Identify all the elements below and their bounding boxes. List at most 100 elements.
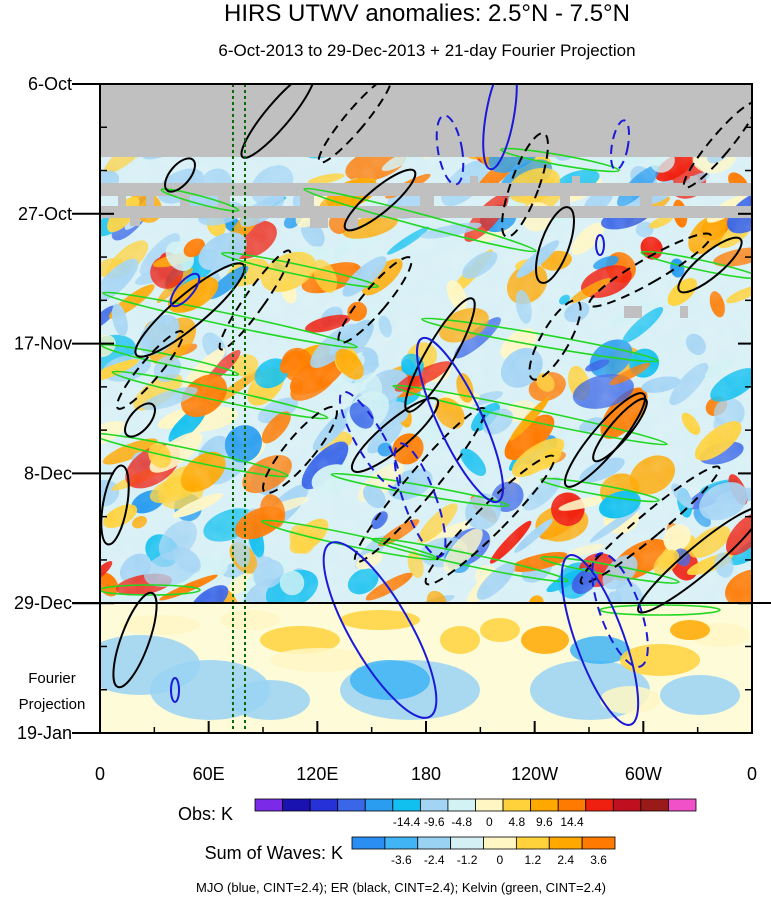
colorbar-swatch [612,798,642,812]
y-tick-label: 17-Nov [14,334,72,354]
x-tick-label: 120W [511,764,558,784]
colorbar-swatch [515,836,550,850]
er-contour [501,132,549,238]
mjo-contour [560,554,640,726]
projection-anomaly-cell [570,636,630,664]
projection-anomaly-cell [340,610,420,630]
er-contour [588,232,712,308]
colorbar-tick-label: 0 [497,853,504,867]
x-axis: 0 60E 120E 180 120W 60W 0 [95,721,757,784]
y-axis: 6-Oct 27-Oct 17-Nov 8-Dec 29-Dec 19-Jan [14,74,752,743]
colorbar-tick-label: -3.6 [391,853,412,867]
colorbar-tick-label: -1.2 [457,853,478,867]
er-contour [343,168,417,232]
kelvin-contour [102,291,358,349]
contour-legend: MJO (blue, CINT=2.4); ER (black, CINT=2.… [196,880,606,895]
projection-anomaly-cell [260,626,340,654]
mjo-contour [169,272,201,308]
er-contour [563,392,647,488]
kelvin-contour [540,556,680,584]
er-contour [240,84,316,159]
colorbar-swatch [640,798,669,812]
mjo-contour [416,336,504,504]
er-contour [124,402,156,438]
colorbar-tick-label: 0 [486,815,493,829]
mjo-contour [322,541,438,719]
er-contour [353,406,487,564]
er-contour [134,262,246,358]
mjo-contour [170,677,180,703]
waves-colorbar: -3.6 -2.4 -1.2 0 1.2 2.4 3.6 [351,836,616,867]
missing-data-band [100,206,752,218]
y-tick-label: 8-Dec [24,463,72,483]
er-contour [637,506,752,614]
waves-colorbar-label: Sum of Waves: K [205,843,343,863]
colorbar-swatch [548,836,583,850]
colorbar-tick-label: -2.4 [424,853,445,867]
mjo-contour [435,114,465,186]
mjo-contour [482,84,518,171]
er-contour [424,454,556,586]
colorbar-swatch [384,836,419,850]
x-tick-label: 0 [747,764,757,784]
er-contour [528,299,582,381]
x-tick-label: 120E [296,764,338,784]
colorbar-tick-label: 9.6 [536,815,553,829]
colorbar-tick-label: 1.2 [524,853,541,867]
er-contours [100,84,752,689]
colorbar-tick-label: 14.4 [560,815,584,829]
field-texture [100,84,752,603]
colorbar-swatch [450,836,484,850]
er-contour [100,464,130,546]
colorbar-swatch [447,798,476,812]
projection-anomaly-cell [660,675,740,715]
projection-anomaly-cell [620,644,700,676]
er-contour [218,249,292,351]
colorbar-swatch [530,798,559,812]
colorbar-swatch [351,836,386,850]
er-contour [682,101,752,189]
obs-colorbar: -14.4 -9.6 -4.8 0 4.8 9.6 14.4 [254,798,697,829]
projection-label-line2: Projection [19,696,86,713]
er-contour [317,84,393,164]
colorbar-tick-label: -4.8 [451,815,472,829]
er-contour [115,330,185,410]
missing-data-patches [118,176,698,318]
kelvin-contour [100,343,240,377]
colorbar-swatch [254,798,283,812]
kelvin-contour [100,584,201,596]
kelvin-contour [303,187,537,253]
colorbar-swatch [337,798,366,812]
colorbar-swatch [309,798,339,812]
mjo-contours [169,84,649,726]
x-tick-label: 0 [95,764,105,784]
colorbar-swatch [475,798,504,812]
y-tick-label: 29-Dec [14,593,72,613]
er-contour [262,405,338,495]
er-contour [350,397,440,473]
kelvin-contour [371,537,569,583]
kelvin-contour [330,472,510,508]
projection-anomaly-cell [440,626,480,654]
chart-title: HIRS UTWV anomalies: 2.5°N - 7.5°N [224,0,630,27]
er-contour [337,256,413,344]
er-contour [677,236,743,294]
projection-anomaly-cell [120,615,200,635]
x-tick-label: 180 [411,764,441,784]
projection-anomaly-cell [600,686,660,714]
mjo-contour [610,119,630,171]
colorbar-swatch [581,836,616,850]
colorbar-swatch [483,836,517,850]
chart-subtitle: 6-Oct-2013 to 29-Dec-2013 + 21-day Fouri… [218,41,635,60]
colorbar-tick-label: 4.8 [508,815,525,829]
colorbar-swatch [502,798,532,812]
projection-anomaly-cell [220,610,280,630]
er-contour [112,591,158,689]
colorbar-tick-label: -9.6 [424,815,445,829]
projection-label-line1: Fourier [28,670,76,687]
x-tick-label: 60W [625,764,662,784]
colorbar-tick-label: -14.4 [393,815,421,829]
projection-anomaly-cell [270,648,370,672]
obs-colorbar-label: Obs: K [178,804,233,824]
